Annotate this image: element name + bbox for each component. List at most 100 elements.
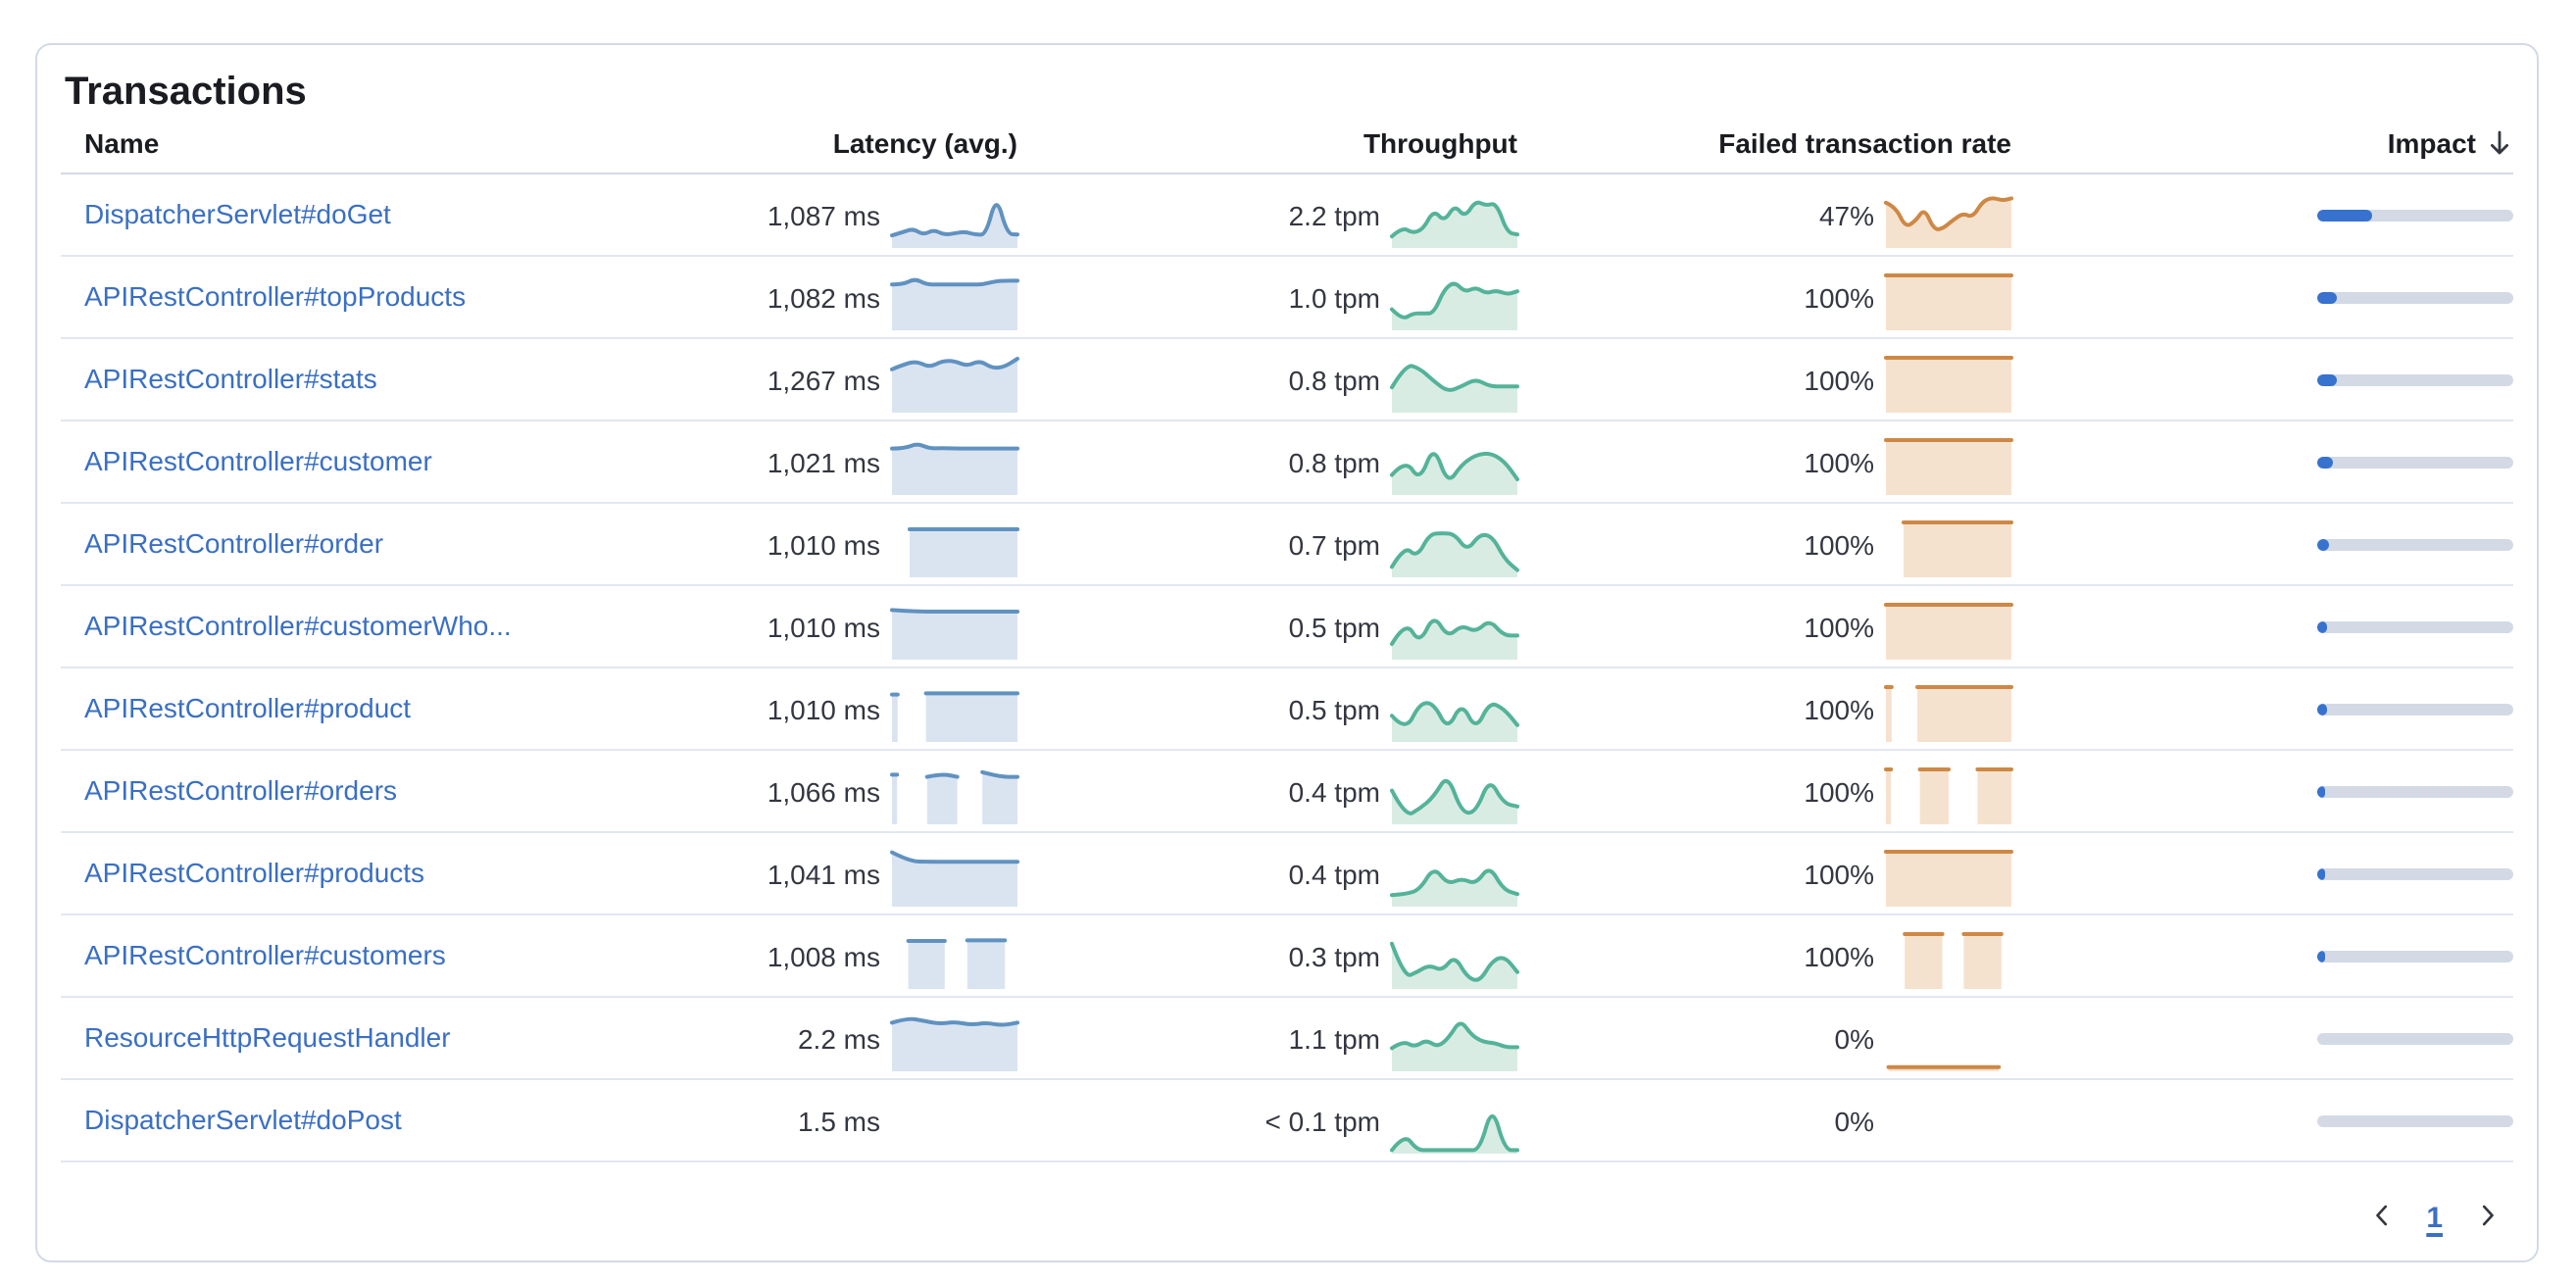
failed-rate-value: 100% [1804, 611, 1874, 642]
throughput-sparkline [1390, 190, 1519, 249]
latency-sparkline [890, 355, 1019, 414]
transactions-panel: Transactions Name Latency (avg.) Through… [35, 43, 2539, 1262]
failed-rate-sparkline [1884, 355, 2013, 414]
impact-bar [2317, 1114, 2513, 1126]
transaction-name-link[interactable]: APIRestController#customerWho... [84, 609, 512, 640]
latency-sparkline [890, 849, 1019, 908]
throughput-cell: 0.3 tpm [1017, 915, 1519, 996]
transaction-name-link[interactable]: APIRestController#product [84, 691, 412, 722]
impact-bar [2317, 1032, 2513, 1044]
column-header-impact[interactable]: Impact [2011, 127, 2513, 159]
throughput-value: 2.2 tpm [1288, 199, 1380, 230]
throughput-sparkline [1390, 355, 1519, 414]
impact-cell [2011, 833, 2513, 914]
failed-rate-cell: 100% [1517, 339, 2013, 420]
impact-cell [2011, 915, 2513, 996]
transaction-name-link[interactable]: DispatcherServlet#doGet [84, 197, 391, 228]
impact-bar-fill [2317, 867, 2325, 879]
throughput-value: 0.8 tpm [1288, 364, 1380, 395]
impact-bar [2317, 209, 2513, 221]
failed-rate-value: 100% [1804, 940, 1874, 971]
latency-cell: 1,066 ms [567, 751, 1019, 831]
column-header-latency: Latency (avg.) [832, 127, 1017, 159]
impact-bar [2317, 291, 2513, 303]
failed-rate-sparkline [1886, 931, 2011, 990]
impact-bar [2317, 867, 2513, 879]
transaction-name-link[interactable]: APIRestController#stats [84, 362, 377, 393]
name-cell: APIRestController#orders [61, 773, 567, 809]
transaction-name-link[interactable]: APIRestController#topProducts [84, 279, 467, 311]
impact-cell [2011, 421, 2513, 502]
transaction-name-link[interactable]: APIRestController#products [84, 856, 425, 887]
failed-rate-value: 100% [1804, 281, 1874, 313]
throughput-sparkline [1390, 766, 1519, 825]
table-row: ResourceHttpRequestHandler 2.2 ms 1.1 tp… [61, 998, 2513, 1080]
latency-sparkline [890, 1013, 1019, 1072]
impact-bar-fill [2317, 620, 2327, 632]
previous-page-button[interactable] [2359, 1193, 2403, 1242]
transaction-name-link[interactable]: ResourceHttpRequestHandler [84, 1020, 451, 1052]
latency-value: 1,010 ms [767, 693, 880, 724]
failed-rate-sparkline [1884, 602, 2013, 661]
latency-sparkline [892, 1096, 1017, 1155]
latency-sparkline [892, 519, 1019, 578]
latency-cell: 1,087 ms [567, 174, 1019, 255]
throughput-value: 0.7 tpm [1288, 528, 1380, 560]
next-page-button[interactable] [2466, 1193, 2509, 1242]
throughput-value: 0.5 tpm [1288, 693, 1380, 724]
transaction-name-link[interactable]: DispatcherServlet#doPost [84, 1103, 402, 1134]
failed-rate-sparkline [1884, 849, 2013, 908]
impact-cell [2011, 1080, 2513, 1161]
impact-bar-fill [2317, 209, 2372, 221]
table-row: APIRestController#order 1,010 ms 0.7 tpm… [61, 504, 2513, 586]
failed-rate-sparkline [1886, 1096, 2011, 1155]
failed-rate-cell: 0% [1517, 998, 2011, 1078]
failed-rate-sparkline [1886, 519, 2013, 578]
impact-bar-fill [2317, 785, 2325, 797]
failed-rate-sparkline [1884, 437, 2013, 496]
latency-cell: 1,082 ms [567, 257, 1019, 337]
latency-value: 1,087 ms [767, 199, 880, 230]
failed-rate-cell: 47% [1517, 174, 2013, 255]
throughput-cell: 0.7 tpm [1017, 504, 1519, 584]
latency-cell: 1,041 ms [567, 833, 1019, 914]
throughput-cell: 1.1 tpm [1017, 998, 1519, 1078]
throughput-sparkline [1390, 849, 1519, 908]
latency-value: 2.2 ms [797, 1022, 880, 1054]
throughput-cell: 0.8 tpm [1017, 339, 1519, 420]
failed-rate-value: 100% [1804, 446, 1874, 477]
transaction-name-link[interactable]: APIRestController#customer [84, 444, 432, 475]
failed-rate-sparkline [1884, 272, 2013, 331]
throughput-cell: 0.4 tpm [1017, 751, 1519, 831]
latency-cell: 2.2 ms [567, 998, 1019, 1078]
transaction-name-link[interactable]: APIRestController#customers [84, 938, 446, 969]
latency-sparkline [890, 766, 1019, 825]
failed-rate-cell: 100% [1517, 668, 2013, 749]
chevron-left-icon [2363, 1197, 2399, 1238]
table-row: APIRestController#customers 1,008 ms 0.3… [61, 915, 2513, 998]
impact-bar [2317, 785, 2513, 797]
table-row: DispatcherServlet#doGet 1,087 ms 2.2 tpm… [61, 174, 2513, 257]
impact-bar-fill [2317, 291, 2337, 303]
latency-sparkline [892, 931, 1017, 990]
throughput-sparkline [1390, 602, 1519, 661]
page-number-1[interactable]: 1 [2426, 1201, 2443, 1234]
impact-bar [2317, 950, 2513, 962]
failed-rate-cell: 0% [1517, 1080, 2011, 1161]
impact-cell [2011, 339, 2513, 420]
throughput-value: 0.4 tpm [1288, 858, 1380, 889]
impact-bar [2317, 373, 2513, 385]
throughput-cell: 0.5 tpm [1017, 586, 1519, 667]
latency-sparkline [890, 190, 1019, 249]
impact-bar [2317, 538, 2513, 550]
latency-sparkline [890, 684, 1019, 743]
latency-sparkline [890, 602, 1019, 661]
column-header-throughput: Throughput [1362, 127, 1517, 159]
throughput-value: < 0.1 tpm [1264, 1105, 1380, 1136]
table-row: APIRestController#customerWho... 1,010 m… [61, 586, 2513, 668]
throughput-value: 0.3 tpm [1288, 940, 1380, 971]
transaction-name-link[interactable]: APIRestController#orders [84, 773, 398, 805]
failed-rate-sparkline [1884, 190, 2013, 249]
transaction-name-link[interactable]: APIRestController#order [84, 526, 384, 558]
